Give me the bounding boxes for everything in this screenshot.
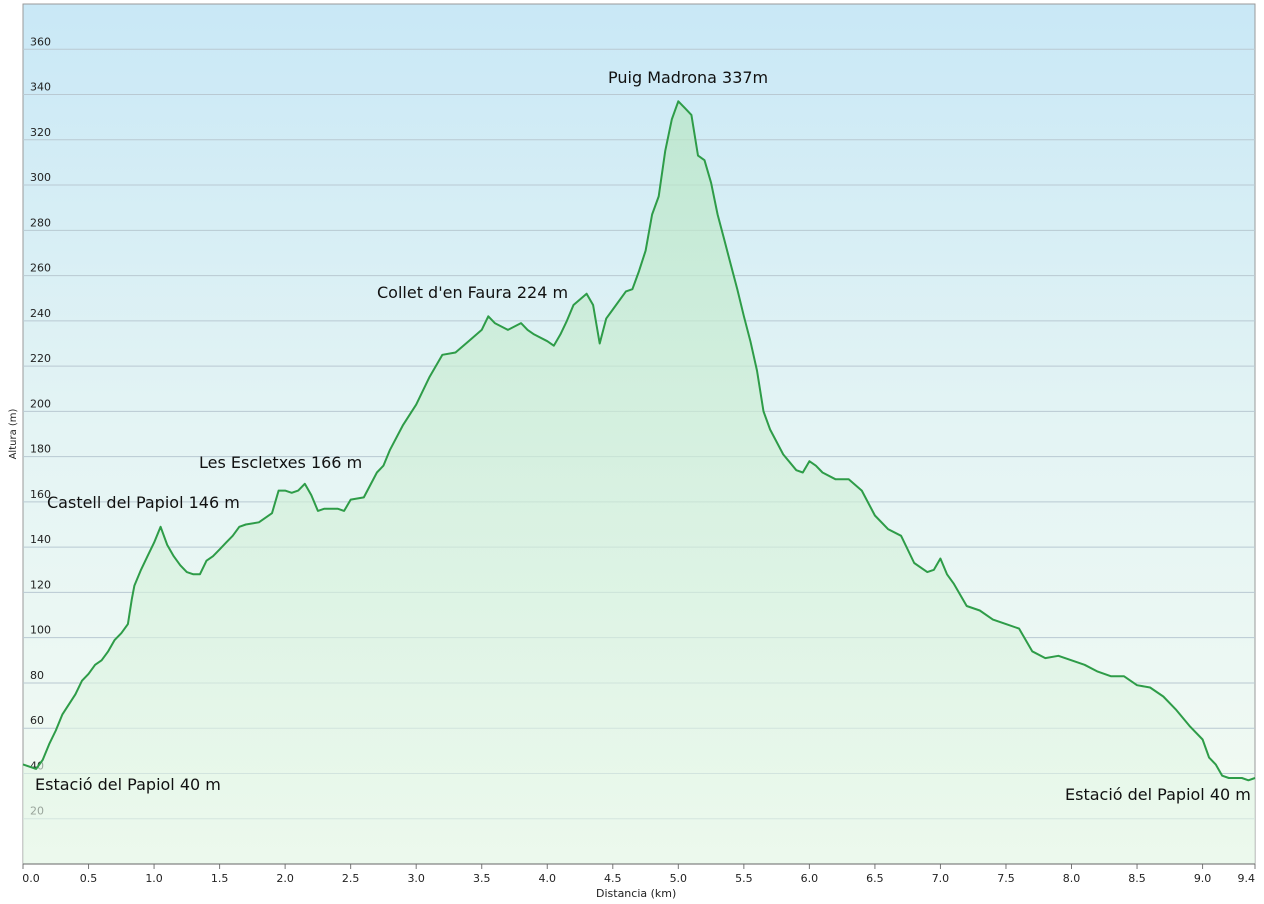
x-tick-label: 1.0 bbox=[145, 872, 163, 885]
x-tick-label: 0.0 bbox=[22, 872, 40, 885]
y-tick-label: 320 bbox=[30, 126, 51, 139]
y-tick-label: 260 bbox=[30, 262, 51, 275]
y-tick-label: 120 bbox=[30, 578, 51, 591]
y-tick-label: 360 bbox=[30, 35, 51, 48]
area-fill bbox=[23, 101, 1255, 865]
annotation: Castell del Papiol 146 m bbox=[47, 493, 240, 512]
y-tick-label: 100 bbox=[30, 624, 51, 637]
annotation: Estació del Papiol 40 m bbox=[35, 775, 221, 794]
y-tick-label: 240 bbox=[30, 307, 51, 320]
x-tick-label: 0.5 bbox=[80, 872, 98, 885]
y-tick-label: 300 bbox=[30, 171, 51, 184]
y-tick-label: 160 bbox=[30, 488, 51, 501]
x-tick-label: 9.0 bbox=[1194, 872, 1212, 885]
x-axis-label: Distancia (km) bbox=[596, 887, 676, 900]
x-tick-label: 7.0 bbox=[932, 872, 950, 885]
x-tick-label: 8.5 bbox=[1128, 872, 1146, 885]
y-tick-label: 60 bbox=[30, 714, 44, 727]
y-tick-label: 180 bbox=[30, 443, 51, 456]
x-tick-label: 2.0 bbox=[276, 872, 294, 885]
x-tick-label: 6.5 bbox=[866, 872, 884, 885]
y-tick-label: 140 bbox=[30, 533, 51, 546]
x-tick-label: 8.0 bbox=[1063, 872, 1081, 885]
x-tick-label: 7.5 bbox=[997, 872, 1015, 885]
x-tick-label: 3.5 bbox=[473, 872, 491, 885]
x-tick-label: 5.0 bbox=[670, 872, 688, 885]
y-tick-label: 340 bbox=[30, 81, 51, 94]
y-tick-label: 200 bbox=[30, 397, 51, 410]
annotation: Puig Madrona 337m bbox=[608, 68, 768, 87]
x-tick-label: 2.5 bbox=[342, 872, 360, 885]
x-tick-label: 3.0 bbox=[407, 872, 425, 885]
x-tick-label: 4.0 bbox=[539, 872, 557, 885]
annotation: Estació del Papiol 40 m bbox=[1065, 785, 1251, 804]
annotation: Les Escletxes 166 m bbox=[199, 453, 362, 472]
y-axis-label: Altura (m) bbox=[8, 408, 19, 459]
elevation-line bbox=[22, 100, 1256, 782]
x-tick-label: 1.5 bbox=[211, 872, 229, 885]
x-tick-label: 5.5 bbox=[735, 872, 753, 885]
y-tick-label: 80 bbox=[30, 669, 44, 682]
y-tick-label: 280 bbox=[30, 216, 51, 229]
x-tick-label: 9.4 bbox=[1238, 872, 1256, 885]
x-tick-label: 4.5 bbox=[604, 872, 622, 885]
y-tick-label: 220 bbox=[30, 352, 51, 365]
annotation: Collet d'en Faura 224 m bbox=[377, 283, 568, 302]
x-tick-label: 6.0 bbox=[801, 872, 819, 885]
